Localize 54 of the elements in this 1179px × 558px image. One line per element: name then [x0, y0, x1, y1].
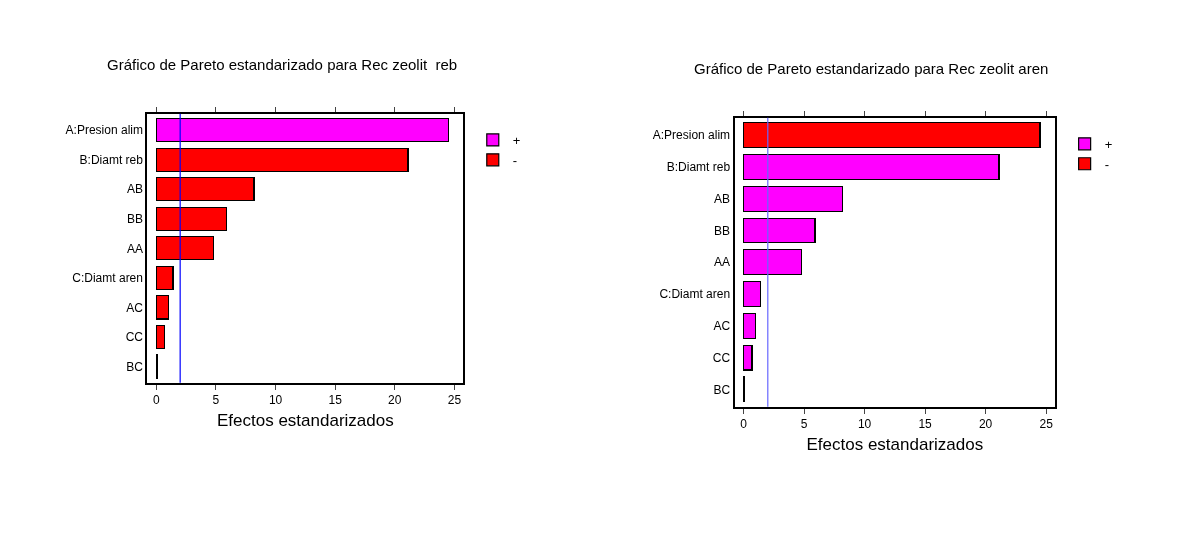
- x-tick-label: 20: [388, 393, 402, 408]
- bar: [743, 249, 803, 276]
- y-tick-label: AB: [126, 182, 143, 197]
- bar: [155, 177, 255, 202]
- y-tick-label: A:Presion alim: [652, 128, 731, 143]
- y-tick-label: C:Diamt aren: [72, 271, 143, 286]
- x-tick-label: 25: [447, 393, 462, 408]
- x-tick-label: 0: [152, 393, 160, 408]
- legend-label: -: [1104, 156, 1109, 172]
- bar: [743, 312, 757, 339]
- x-axis-title: Efectos estandarizados: [806, 435, 984, 455]
- bar: [155, 117, 450, 143]
- y-tick-label: B:Diamt reb: [79, 152, 144, 167]
- x-tick-label: 15: [918, 417, 933, 432]
- y-tick-label: AC: [713, 318, 731, 333]
- bar: [155, 147, 409, 172]
- bar: [155, 236, 215, 261]
- y-tick-label: AA: [714, 255, 731, 270]
- y-tick-label: A:Presion alim: [65, 123, 143, 138]
- y-tick-label: B:Diamt reb: [666, 160, 731, 175]
- x-tick-label: 20: [978, 417, 993, 432]
- x-tick-label: 5: [800, 417, 808, 432]
- y-tick-label: AC: [126, 300, 144, 315]
- x-tick-label: 10: [268, 393, 283, 408]
- x-tick-label: 15: [328, 393, 343, 408]
- x-tick-label: 10: [857, 417, 872, 432]
- bar: [155, 265, 174, 290]
- y-tick-label: CC: [125, 330, 144, 345]
- bar: [743, 185, 844, 212]
- y-tick-label: AA: [126, 241, 143, 256]
- bar: [743, 122, 1041, 149]
- bar: [155, 324, 166, 350]
- x-tick-label: 0: [740, 417, 748, 432]
- bar: [155, 295, 169, 320]
- chart-title: Gráfico de Pareto estandarizado para Rec zeolit reb: [107, 56, 458, 73]
- x-tick-label: 25: [1039, 417, 1054, 432]
- x-tick-label: 5: [212, 393, 220, 408]
- bar: [743, 344, 753, 371]
- y-tick-label: C:Diamt aren: [659, 287, 731, 302]
- legend-label: +: [512, 133, 521, 149]
- chart-title: Gráfico de Pareto estandarizado para Rec zeolit aren: [694, 60, 1049, 77]
- y-tick-label: BC: [126, 359, 144, 374]
- legend-label: +: [1104, 136, 1113, 152]
- y-tick-label: CC: [712, 350, 731, 365]
- bar: [743, 153, 1000, 180]
- y-tick-label: BB: [126, 211, 143, 226]
- y-tick-label: BC: [713, 382, 731, 397]
- x-axis-title: Efectos estandarizados: [217, 411, 394, 431]
- bar: [155, 206, 228, 231]
- bar: [743, 281, 762, 308]
- y-tick-label: AB: [714, 191, 731, 206]
- y-tick-label: BB: [714, 223, 731, 238]
- bar: [743, 217, 816, 244]
- legend-label: -: [512, 152, 518, 168]
